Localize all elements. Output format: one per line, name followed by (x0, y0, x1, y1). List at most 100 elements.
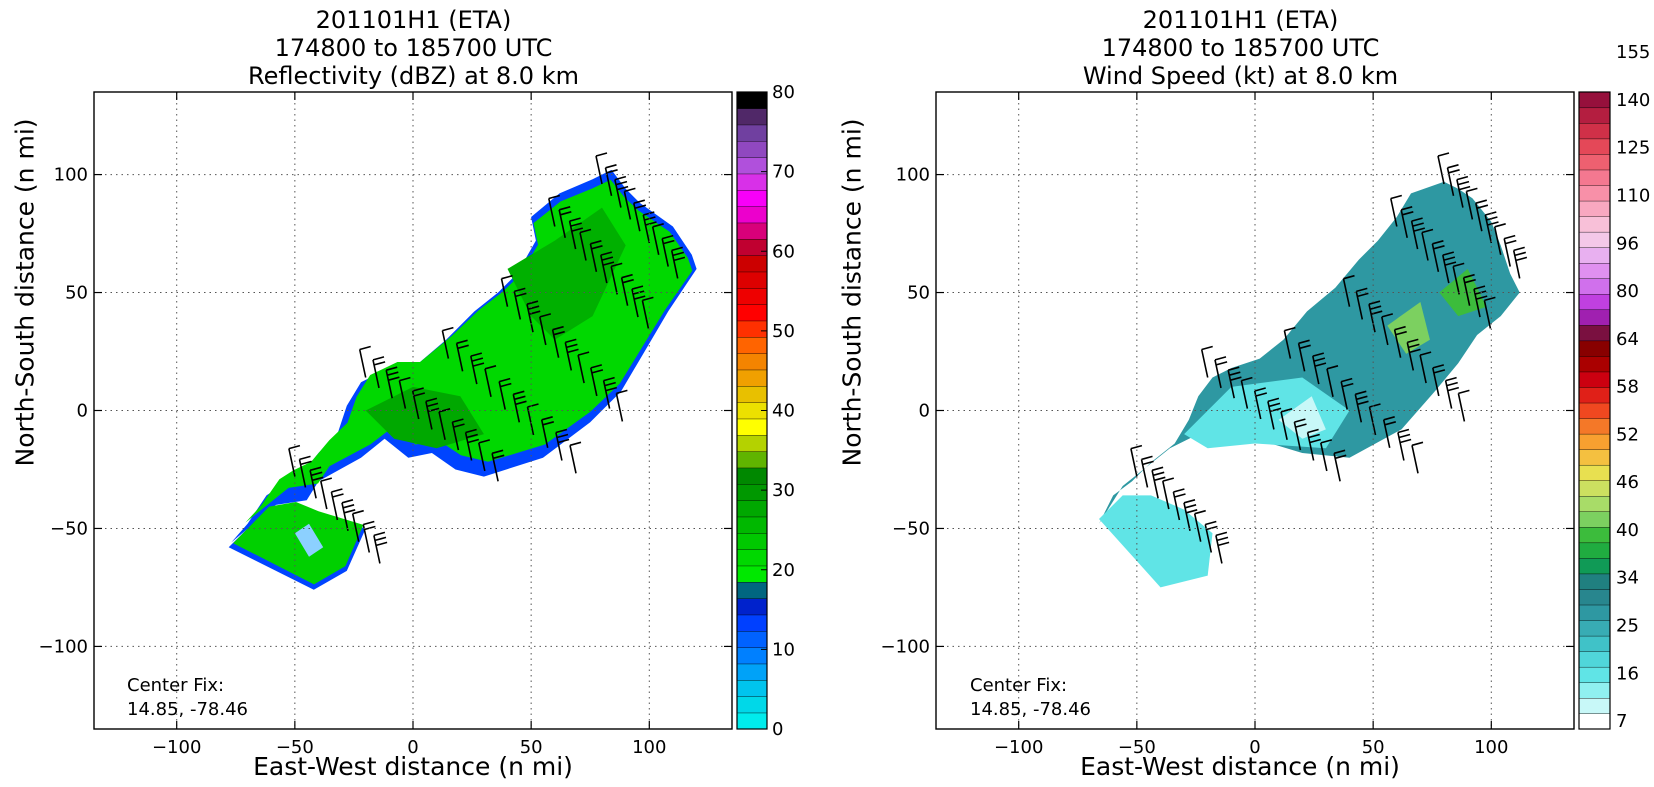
wind-barb (526, 300, 541, 333)
wind-barb (620, 273, 634, 306)
colorbar-tick-label: 30 (772, 480, 795, 501)
colorbar-bin (1578, 262, 1611, 279)
wind-barb (1320, 439, 1333, 472)
colorbar-bin (1578, 433, 1611, 450)
colorbar-tick-label: 20 (772, 560, 795, 581)
wind-barb (1442, 251, 1457, 284)
colorbar-bin (736, 630, 768, 648)
colorbar-bin (1578, 153, 1611, 171)
colorbar-tick-label: 80 (772, 82, 795, 103)
wind-barb (288, 444, 301, 477)
wind-barb (1253, 387, 1268, 420)
colorbar-bin (1578, 620, 1611, 637)
colorbar-bin (1578, 651, 1611, 668)
wind-barb (373, 531, 388, 564)
wind-barb (1326, 365, 1339, 397)
colorbar-tick-label: 10 (772, 639, 795, 660)
wind-barb (558, 206, 572, 238)
wind-barb (398, 376, 411, 409)
wind-barb (1283, 326, 1296, 359)
colorbar-bin (736, 336, 768, 354)
colorbar-tick-label: 34 (1616, 568, 1639, 589)
colorbar-bin (1578, 91, 1611, 109)
wind-barb (1512, 246, 1528, 279)
wind-barb (1462, 273, 1476, 306)
wind-barb (1446, 164, 1460, 196)
colorbar-bin (1578, 588, 1611, 606)
colorbar-bin (736, 320, 768, 338)
wind-barb (589, 240, 603, 272)
colorbar-bin (1578, 557, 1611, 575)
wind-barb (604, 164, 618, 196)
reflectivity-panel: 201101H1 (ETA) 174800 to 185700 UTC Refl… (11, 6, 795, 781)
colorbar: 0 10 20 30 40 50 60 70 80 (736, 82, 795, 740)
colorbar-bin (736, 614, 768, 632)
colorbar-tick-label: 140 (1616, 90, 1650, 111)
wind-barb (1465, 187, 1478, 220)
colorbar-bin (736, 140, 768, 158)
wind-barb (551, 325, 565, 358)
wind-barb (358, 345, 371, 378)
colorbar-bin (1578, 511, 1611, 528)
wind-barb (670, 246, 686, 279)
colorbar-bin (736, 222, 768, 240)
wind-barb (1193, 509, 1206, 542)
colorbar-tick-label: 60 (772, 241, 795, 262)
wind-speed-panel: 201101H1 (ETA) 174800 to 185700 UTC Wind… (827, 0, 1654, 787)
wind-barb (568, 217, 584, 250)
axis-ticks (94, 92, 732, 729)
colorbar-bin (1578, 169, 1611, 186)
data-field (1099, 181, 1520, 588)
colorbar-bin (736, 598, 768, 616)
y-tick-label: −50 (50, 518, 88, 539)
wind-barb (641, 296, 654, 329)
wind-barb (298, 455, 312, 488)
colorbar-bin (1578, 355, 1611, 373)
colorbar-bin (1578, 247, 1611, 264)
wind-barb (351, 509, 364, 542)
wind-barb (1393, 325, 1407, 358)
wind-barb (330, 488, 344, 521)
colorbar-bin (736, 189, 768, 207)
gridlines (936, 92, 1574, 729)
wind-barb (1444, 376, 1460, 409)
y-tick-label: −50 (892, 518, 930, 539)
colorbar-bin (736, 712, 768, 730)
center-fix-value: 14.85, -78.46 (970, 699, 1091, 720)
colorbar-tick-label: 110 (1616, 186, 1650, 207)
colorbar-bin (1578, 635, 1611, 652)
echo-region-inner (233, 502, 364, 585)
x-tick-label: −50 (276, 737, 314, 758)
wind-barb (385, 366, 400, 399)
wind-barb (451, 418, 465, 451)
colorbar-bin (1578, 293, 1611, 311)
x-tick-label: 50 (1362, 737, 1385, 758)
wind-barb (470, 352, 485, 385)
chart-title-line-3: Wind Speed (kt) at 8.0 km (1082, 62, 1399, 90)
y-tick-label: 0 (919, 401, 930, 422)
wind-barb (623, 187, 636, 220)
chart-title-line-1: 201101H1 (ETA) (315, 6, 512, 34)
colorbar-bin (1578, 666, 1611, 683)
wind-barb (1340, 377, 1354, 410)
colorbar-tick-label: 52 (1616, 424, 1639, 445)
colorbar-tick-label: 7 (1616, 711, 1627, 732)
colorbar-bin (736, 663, 768, 681)
wind-barb (1406, 338, 1421, 371)
x-axis-label: East-West distance (n mi) (1080, 752, 1400, 781)
colorbar-tick-label: 25 (1616, 615, 1639, 636)
wind-barb (1475, 199, 1489, 232)
echo-core (294, 523, 324, 557)
colorbar-bin (1578, 542, 1611, 559)
x-tick-label: 0 (1249, 737, 1260, 758)
wind-barb (1355, 287, 1369, 320)
wind-barb (1483, 296, 1496, 329)
wind-barb (438, 408, 451, 440)
y-tick-label: 50 (907, 283, 930, 304)
colorbar-bin (1578, 402, 1611, 419)
wind-barb (484, 365, 497, 397)
colorbar-bin (736, 581, 768, 599)
colorbar-bin (1578, 604, 1611, 621)
wind-barb (1354, 390, 1369, 423)
wind-barb (1151, 466, 1166, 499)
